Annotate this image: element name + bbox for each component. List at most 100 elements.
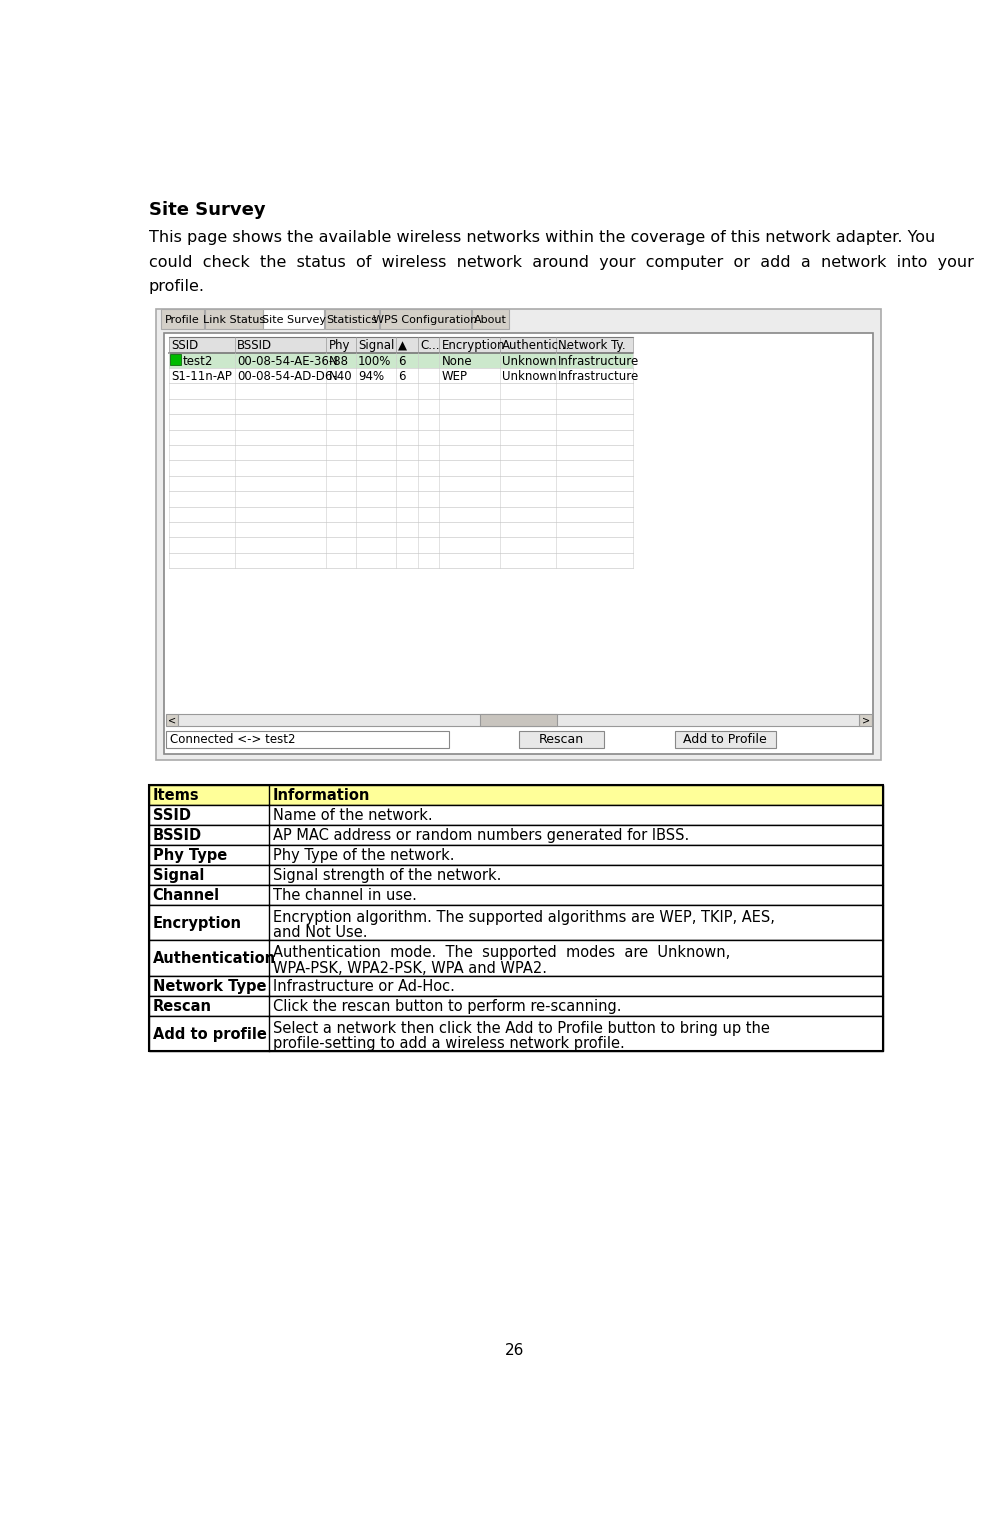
Bar [148,805,883,825]
Text: Add to profile: Add to profile [152,1027,266,1041]
Text: Infrastructure: Infrastructure [558,369,639,383]
Bar [169,553,633,569]
Text: and Not Use.: and Not Use. [273,926,367,940]
Text: WPS Configuration: WPS Configuration [373,316,477,325]
Text: S1-11n-AP: S1-11n-AP [172,369,232,383]
Bar [169,460,633,475]
Text: Information: Information [273,788,370,803]
Bar [169,445,633,460]
Text: Profile: Profile [164,316,200,325]
Bar [169,399,633,414]
Text: Unknown: Unknown [502,369,557,383]
Text: Infrastructure: Infrastructure [558,354,639,368]
Text: Network Ty.: Network Ty. [558,339,625,353]
Text: BSSID: BSSID [237,339,272,353]
Text: Connected <-> test2: Connected <-> test2 [171,733,296,747]
Text: Link Status: Link Status [203,316,265,325]
Text: 6: 6 [398,369,405,383]
Text: Name of the network.: Name of the network. [273,808,432,823]
Bar [148,785,883,1052]
Bar [263,310,324,330]
Bar [161,310,204,330]
Bar [169,475,633,491]
Text: Unknown: Unknown [502,354,557,368]
Bar [519,731,604,748]
Text: SSID: SSID [172,339,199,353]
Bar [165,731,449,748]
Bar [171,354,182,365]
Text: Phy Type of the network.: Phy Type of the network. [273,848,453,863]
Text: 6: 6 [398,354,405,368]
Text: Site Survey: Site Survey [262,316,325,325]
Bar [169,414,633,429]
Text: Signal strength of the network.: Signal strength of the network. [273,868,500,883]
Text: Items: Items [152,788,199,803]
Bar [169,506,633,523]
Text: N: N [328,369,337,383]
Text: 94%: 94% [358,369,384,383]
Bar [156,310,881,760]
Bar [169,337,633,353]
Bar [148,940,883,975]
Bar [479,714,557,727]
Text: Click the rescan button to perform re-scanning.: Click the rescan button to perform re-sc… [273,1000,621,1013]
Text: Phy Type: Phy Type [152,848,227,863]
Text: The channel in use.: The channel in use. [273,888,416,903]
Bar [169,523,633,538]
Bar [148,1015,883,1052]
Text: Phy: Phy [328,339,350,353]
Bar [169,491,633,506]
Bar [165,714,178,727]
Text: WPA-PSK, WPA2-PSK, WPA and WPA2.: WPA-PSK, WPA2-PSK, WPA and WPA2. [273,961,547,977]
Bar [169,353,633,368]
Text: C...: C... [419,339,439,353]
Text: 00-08-54-AE-36-88: 00-08-54-AE-36-88 [237,354,348,368]
Bar [148,845,883,865]
Bar [148,904,883,940]
Text: 00-08-54-AD-D6-40: 00-08-54-AD-D6-40 [237,369,351,383]
Bar [859,714,871,727]
Text: Encryption: Encryption [441,339,505,353]
Text: 100%: 100% [358,354,391,368]
Text: Authentication  mode.  The  supported  modes  are  Unknown,: Authentication mode. The supported modes… [273,946,729,961]
Text: None: None [441,354,471,368]
Text: <: < [168,716,176,725]
Text: Rescan: Rescan [152,1000,212,1013]
Text: This page shows the available wireless networks within the coverage of this netw: This page shows the available wireless n… [148,230,934,245]
Bar [164,333,873,754]
Bar [148,865,883,885]
Bar [169,538,633,553]
Text: profile.: profile. [148,279,205,294]
Text: Add to Profile: Add to Profile [683,733,766,747]
Bar [169,383,633,399]
Text: 26: 26 [505,1343,524,1358]
Text: could  check  the  status  of  wireless  network  around  your  computer  or  ad: could check the status of wireless netwo… [148,254,973,270]
Text: AP MAC address or random numbers generated for IBSS.: AP MAC address or random numbers generat… [273,828,688,843]
Text: test2: test2 [183,354,213,368]
Bar [205,310,263,330]
Bar [148,975,883,995]
Bar [379,310,470,330]
Bar [169,368,633,383]
Text: Authentication: Authentication [152,950,276,966]
Text: Network Type: Network Type [152,978,266,993]
Text: Encryption algorithm. The supported algorithms are WEP, TKIP, AES,: Encryption algorithm. The supported algo… [273,911,774,924]
Text: Authentic...: Authentic... [502,339,570,353]
Text: >: > [861,716,869,725]
Text: Signal: Signal [358,339,394,353]
Text: Channel: Channel [152,888,220,903]
Text: About: About [473,316,507,325]
Text: Select a network then click the Add to Profile button to bring up the: Select a network then click the Add to P… [273,1021,769,1036]
Text: Infrastructure or Ad-Hoc.: Infrastructure or Ad-Hoc. [273,978,454,993]
Bar [674,731,774,748]
Bar [324,310,378,330]
Text: BSSID: BSSID [152,828,202,843]
Text: Signal: Signal [152,868,204,883]
Bar [178,714,859,727]
Text: Site Survey: Site Survey [148,201,265,219]
Text: Rescan: Rescan [539,733,584,747]
Text: Statistics: Statistics [326,316,377,325]
Text: N: N [328,354,337,368]
Text: WEP: WEP [441,369,467,383]
Text: Encryption: Encryption [152,915,242,931]
